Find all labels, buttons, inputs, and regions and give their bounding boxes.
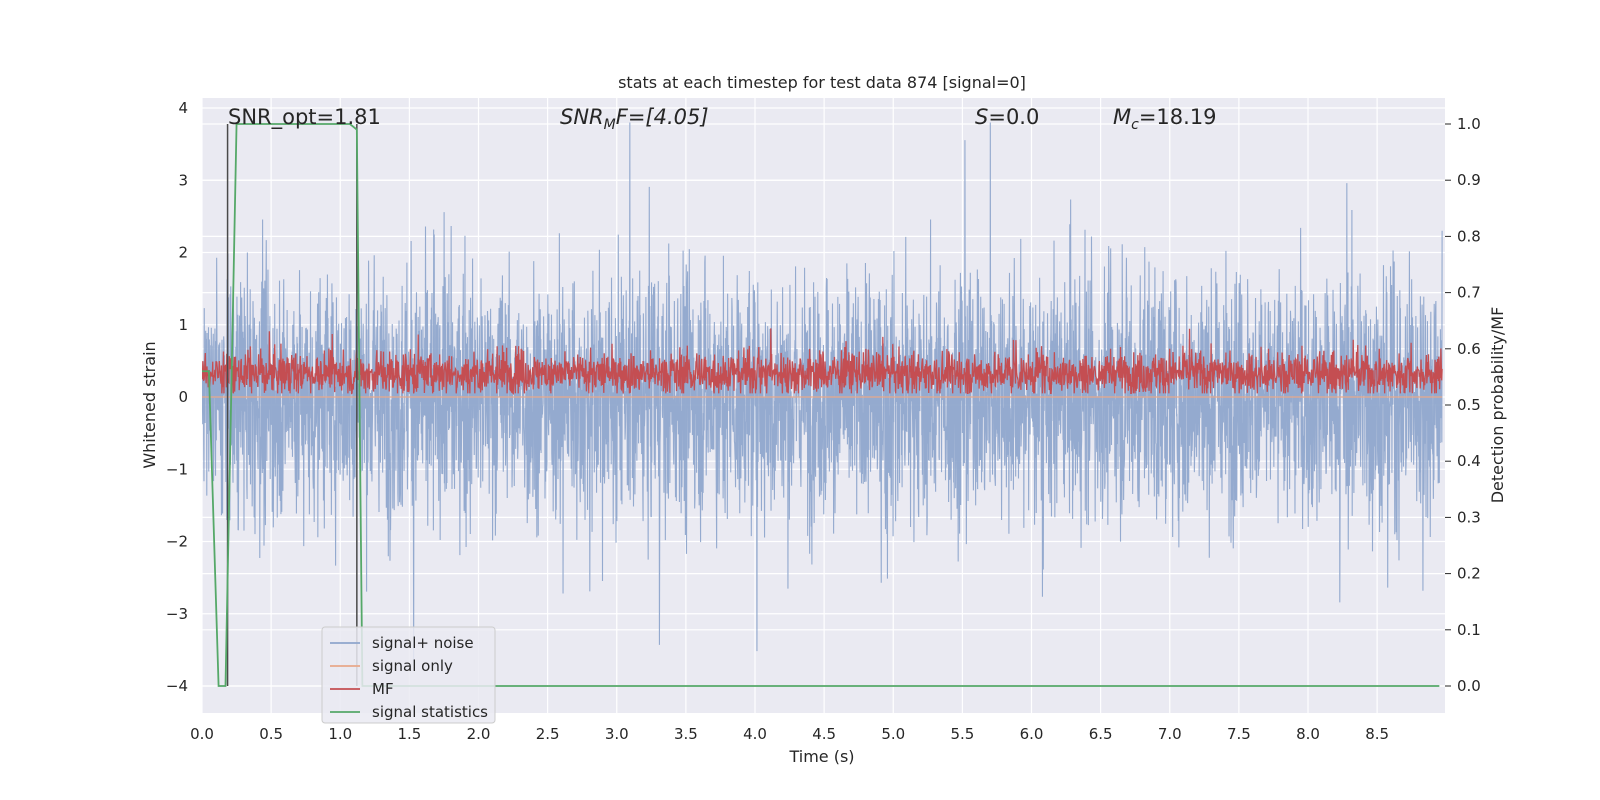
- annotation-mc: Mc=18.19: [1113, 105, 1217, 133]
- y2-tick-label: 0.0: [1457, 677, 1481, 695]
- annotation-s: S=0.0: [975, 105, 1039, 129]
- y2-tick-label: 0.8: [1457, 227, 1481, 245]
- y2-tick-label: 0.9: [1457, 171, 1481, 189]
- x-tick-label: 1.5: [397, 725, 421, 743]
- x-tick-label: 8.0: [1296, 725, 1320, 743]
- legend-box: [321, 626, 496, 724]
- mc-symbol: M: [1113, 105, 1131, 129]
- y-tick-label: 1: [178, 316, 188, 334]
- legend: signal+ noise signal only MF signal statist…: [321, 626, 496, 724]
- legend-label: MF: [372, 680, 394, 698]
- legend-label: signal only: [372, 657, 453, 675]
- x-tick-label: 0.0: [190, 725, 214, 743]
- y-tick-label: −2: [166, 533, 188, 551]
- snr-mf-symbol: SNR: [560, 105, 604, 129]
- s-symbol: S: [975, 105, 988, 129]
- y2-tick-label: 0.5: [1457, 396, 1481, 414]
- x-tick-label: 7.0: [1158, 725, 1182, 743]
- s-value: =0.0: [988, 105, 1039, 129]
- y2-tick-label: 0.2: [1457, 565, 1481, 583]
- y2-tick-label: 0.3: [1457, 508, 1481, 526]
- y-tick-label: −3: [166, 605, 188, 623]
- y-tick-label: 3: [178, 171, 188, 189]
- mc-subscript: c: [1131, 117, 1139, 133]
- x-tick-label: 5.5: [950, 725, 974, 743]
- x-tick-label: 6.0: [1020, 725, 1044, 743]
- annotation-snr-mf: SNRMF=[4.05]: [560, 105, 709, 133]
- y2-tick-label: 0.1: [1457, 621, 1481, 639]
- chart-title: stats at each timestep for test data 874…: [618, 73, 1026, 92]
- x-tick-label: 0.5: [259, 725, 283, 743]
- x-tick-label: 3.5: [674, 725, 698, 743]
- y-ticks: 4 3 2 1 0 −1 −2 −3 −4: [166, 99, 188, 695]
- x-tick-label: 3.0: [605, 725, 629, 743]
- x-tick-label: 2.5: [536, 725, 560, 743]
- y2-ticks: 1.0 0.9 0.8 0.7 0.6 0.5 0.4 0.3 0.2 0.1 0.0: [1445, 115, 1481, 695]
- y-tick-label: 0: [178, 388, 188, 406]
- x-tick-label: 4.0: [743, 725, 767, 743]
- snr-mf-value: F=[4.05]: [616, 105, 709, 129]
- legend-label: signal statistics: [372, 703, 488, 721]
- series-mf: [202, 328, 1443, 395]
- x-tick-label: 4.5: [812, 725, 836, 743]
- mc-value: =18.19: [1139, 105, 1217, 129]
- y2-axis-label: Detection probability/MF: [1488, 307, 1507, 504]
- x-ticks: 0.0 0.5 1.0 1.5 2.0 2.5 3.0 3.5 4.0 4.5 5.0 5.5 6.0 6…: [190, 725, 1389, 743]
- y2-tick-label: 0.7: [1457, 284, 1481, 302]
- x-axis-label: Time (s): [788, 747, 854, 766]
- legend-label: signal+ noise: [372, 634, 474, 652]
- x-tick-label: 5.0: [881, 725, 905, 743]
- x-tick-label: 8.5: [1365, 725, 1389, 743]
- x-tick-label: 1.0: [328, 725, 352, 743]
- y-tick-label: 4: [178, 99, 188, 117]
- x-tick-label: 6.5: [1089, 725, 1113, 743]
- snr-mf-subscript: M: [604, 117, 616, 133]
- x-tick-label: 7.5: [1227, 725, 1251, 743]
- y2-tick-label: 1.0: [1457, 115, 1481, 133]
- y-tick-label: −4: [166, 677, 188, 695]
- series-signal-noise: [202, 122, 1443, 661]
- y-axis-label: Whitened strain: [140, 341, 159, 468]
- y2-tick-label: 0.6: [1457, 340, 1481, 358]
- annotation-snr-opt: SNR_opt=1.81: [228, 105, 381, 130]
- y-tick-label: 2: [178, 244, 188, 262]
- x-tick-label: 2.0: [467, 725, 491, 743]
- y2-tick-label: 0.4: [1457, 452, 1481, 470]
- y-tick-label: −1: [166, 460, 188, 478]
